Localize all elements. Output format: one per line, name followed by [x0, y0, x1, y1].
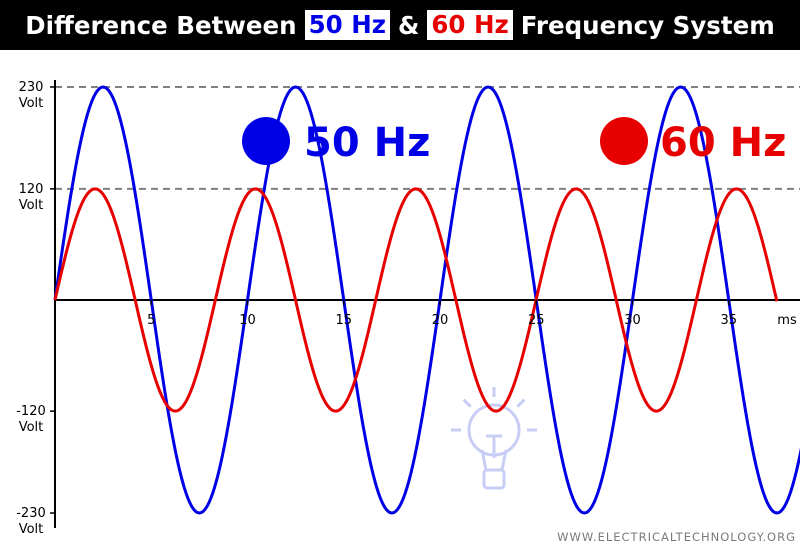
data-point-0-6 [343, 512, 345, 514]
x-tick-label: 5 [147, 313, 155, 328]
title-highlight-60hz: 60 Hz [427, 10, 513, 40]
data-point-1-0 [54, 299, 56, 301]
data-point-1-1 [94, 220, 96, 222]
series-layer [53, 85, 800, 515]
data-point-1-16 [696, 299, 698, 301]
y-tick-unit-label: Volt [19, 96, 44, 111]
data-point-1-13 [575, 378, 577, 380]
data-point-0-11 [584, 148, 586, 150]
y-tick-label: -120 [16, 404, 46, 419]
data-point-1-9 [415, 220, 417, 222]
data-point-0-10 [535, 86, 537, 88]
y-tick-unit-label: Volt [19, 420, 44, 435]
tick-labels: 5 10 15 20 25 30 35 ms230Volt120Volt-120Volt-23… [16, 80, 797, 537]
data-point-1-6 [295, 410, 297, 412]
lightbulb-icon [451, 387, 537, 490]
watermark-text: WWW.ELECTRICALTECHNOLOGY.ORG [557, 530, 796, 544]
y-tick-unit-label: Volt [19, 198, 44, 213]
y-tick-label: -230 [16, 506, 46, 521]
data-point-1-2 [134, 188, 136, 190]
data-point-1-11 [495, 220, 497, 222]
legend-label-50hz: 50 Hz [304, 120, 430, 166]
waveform-chart: 5 10 15 20 25 30 35 ms230Volt120Volt-120Volt-23… [16, 80, 800, 537]
data-point-1-14 [616, 410, 618, 412]
data-point-0-13 [680, 450, 682, 452]
x-tick-label: 10 [239, 313, 256, 328]
legend-marker-50hz [242, 117, 290, 165]
data-point-0-2 [150, 86, 152, 88]
data-point-1-4 [215, 299, 217, 301]
data-point-0-3 [199, 148, 201, 150]
title-text-part2: Frequency System [520, 10, 775, 40]
data-point-1-10 [455, 188, 457, 190]
data-point-0-5 [295, 450, 297, 452]
legend: 50 Hz 60 Hz [242, 117, 786, 166]
legend-marker-60hz [600, 117, 648, 165]
data-point-1-7 [335, 378, 337, 380]
series-line-50hz [53, 85, 800, 515]
data-point-1-17 [736, 220, 738, 222]
x-tick-label: 25 [528, 313, 545, 328]
title-ampersand: & [397, 10, 420, 40]
y-tick-label: 230 [19, 80, 44, 95]
lightbulb-ray-2 [462, 398, 472, 408]
data-point-1-8 [375, 299, 377, 301]
lightbulb-ray-1 [516, 398, 526, 408]
series-line-60hz [53, 187, 779, 413]
data-point-0-15 [776, 450, 778, 452]
x-tick-label: 30 [624, 313, 641, 328]
x-tick-label: 20 [432, 313, 449, 328]
x-tick-label: 35 [720, 313, 737, 328]
y-tick-label: 120 [19, 182, 44, 197]
data-point-0-7 [391, 450, 393, 452]
x-unit-label: ms [777, 313, 797, 328]
lightbulb-filament [486, 434, 502, 458]
data-point-0-9 [487, 148, 489, 150]
legend-label-60hz: 60 Hz [660, 120, 786, 166]
title-text-part1: Difference Between [25, 10, 297, 40]
data-point-0-14 [728, 512, 730, 514]
data-point-1-18 [776, 188, 778, 190]
reference-lines [55, 86, 800, 190]
x-tick-label: 15 [335, 313, 352, 328]
lightbulb-base [482, 468, 506, 490]
data-point-1-15 [656, 378, 658, 380]
y-tick-unit-label: Volt [19, 522, 44, 537]
data-point-1-3 [175, 220, 177, 222]
data-point-1-5 [255, 378, 257, 380]
axes [54, 80, 800, 528]
title-highlight-50hz: 50 Hz [304, 10, 390, 40]
data-point-0-1 [102, 148, 104, 150]
chart-title: Difference Between 50 Hz & 60 Hz Frequen… [0, 0, 800, 50]
